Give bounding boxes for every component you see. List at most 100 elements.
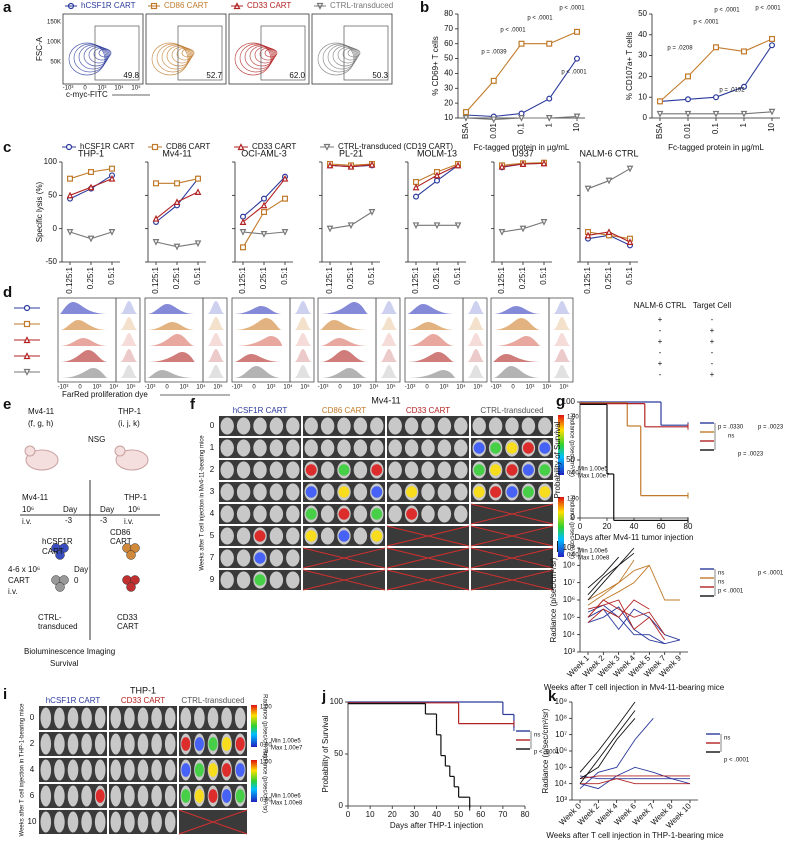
mouse-image (320, 483, 335, 501)
marker (498, 229, 506, 236)
histogram (380, 365, 398, 378)
mouse-image (137, 785, 149, 807)
row-label: 1 (210, 443, 215, 452)
cell-icon (55, 582, 65, 592)
annotation: p < .0001 (714, 8, 740, 14)
mouse-image (236, 549, 251, 567)
schema-text: NSG (88, 435, 105, 444)
histogram (380, 301, 398, 314)
histogram (493, 306, 541, 314)
x-tick-label: 0 (346, 810, 351, 819)
mouse-image (164, 733, 176, 755)
schema-text: CD86 (110, 528, 131, 537)
histogram (60, 320, 108, 330)
x-tick-label: 70 (498, 810, 507, 819)
mouse-image (437, 461, 452, 479)
x-tick-label: 10 (767, 122, 776, 131)
signal (490, 442, 502, 454)
x-tick-label: 0.01 (683, 122, 692, 138)
mouse-image (236, 461, 251, 479)
cross (470, 547, 554, 569)
y-tick-label: 100 (44, 157, 58, 166)
scale-range: Min 1.00e5 (271, 739, 301, 745)
cross (386, 569, 470, 591)
mouse-image (67, 707, 79, 729)
mouse-image (437, 417, 452, 435)
mouse-image (286, 439, 300, 457)
chart-title: OCI-AML-3 (241, 148, 287, 158)
mouse-image (437, 505, 452, 523)
marker (23, 304, 31, 312)
series-line (587, 552, 635, 601)
annotation: p < .0001 (500, 28, 526, 34)
schema-text: Day (100, 505, 114, 514)
tick-label: 10⁵ (473, 384, 483, 391)
signal (235, 789, 245, 803)
signal (194, 737, 204, 751)
comparison-label: p < .0001 (534, 750, 560, 756)
mouse-image (220, 571, 234, 589)
x-tick-label: 0.5:1 (280, 266, 289, 284)
mouse-image (137, 733, 149, 755)
mouse-image (54, 759, 65, 781)
schema-text: i.v. (22, 517, 32, 526)
panel-letter: b (420, 0, 429, 16)
tick-label: 0 (511, 385, 515, 391)
tick-label: 10³ (267, 385, 276, 391)
mouse-image (353, 461, 368, 479)
mouse-image (437, 483, 452, 501)
histogram (407, 334, 455, 346)
y-tick-label: 10⁶ (563, 595, 575, 604)
marker (518, 115, 525, 122)
mouse-image (404, 461, 419, 479)
x-tick-label: 0.5:1 (453, 266, 462, 284)
histogram (380, 349, 398, 362)
marker (490, 116, 498, 124)
marker (23, 368, 31, 376)
marker (656, 110, 664, 118)
gate-percent: 52.7 (206, 71, 222, 80)
x-tick-label: 60 (476, 810, 485, 819)
marker (326, 161, 334, 169)
mouse-image (40, 785, 52, 807)
mouse-image (421, 461, 435, 479)
x-tick-label: 40 (432, 810, 441, 819)
x-tick-label: 80 (684, 522, 693, 531)
series-line (579, 701, 636, 773)
signal (208, 789, 218, 803)
mouse-image (220, 439, 234, 457)
x-tick-label: 0.25:1 (604, 266, 613, 289)
y-tick-label: 10 (638, 92, 647, 101)
mouse-image (220, 483, 234, 501)
y-axis-label: Radiance (p/sec/cm²/sr) (549, 557, 558, 642)
signal (338, 464, 350, 476)
marker (153, 180, 160, 187)
mouse-image (151, 707, 162, 729)
cell: + (710, 326, 715, 335)
comparison-label: p < .0001 (724, 758, 750, 764)
scale-range: Min 1.00e6 (271, 794, 301, 800)
mouse-image (370, 417, 384, 435)
cell-icon (55, 550, 65, 560)
mouse-image (194, 707, 205, 729)
signal (222, 789, 232, 803)
panel-letter: a (3, 0, 12, 16)
tick-label: 10⁴ (456, 384, 466, 391)
schema-text: 10⁶ (22, 505, 34, 514)
mouse-image (124, 733, 135, 755)
x-tick-label: 0.125:1 (583, 266, 592, 293)
tick-label: 0 (83, 86, 87, 92)
row-label: 0 (30, 713, 35, 722)
cell: + (658, 315, 663, 324)
mouse-image (81, 759, 92, 781)
mouse-image (164, 759, 176, 781)
mouse-image (236, 571, 251, 589)
histogram (467, 317, 485, 330)
tick-label: 100K (47, 40, 61, 46)
flow-title: CD33 CART (247, 1, 291, 10)
x-axis-label: Weeks after T cell injection in THP-1-be… (546, 831, 724, 840)
marker (195, 175, 202, 182)
mouse-image (388, 439, 402, 457)
series-line (579, 718, 654, 789)
x-tick-label: 0.1 (711, 122, 720, 134)
